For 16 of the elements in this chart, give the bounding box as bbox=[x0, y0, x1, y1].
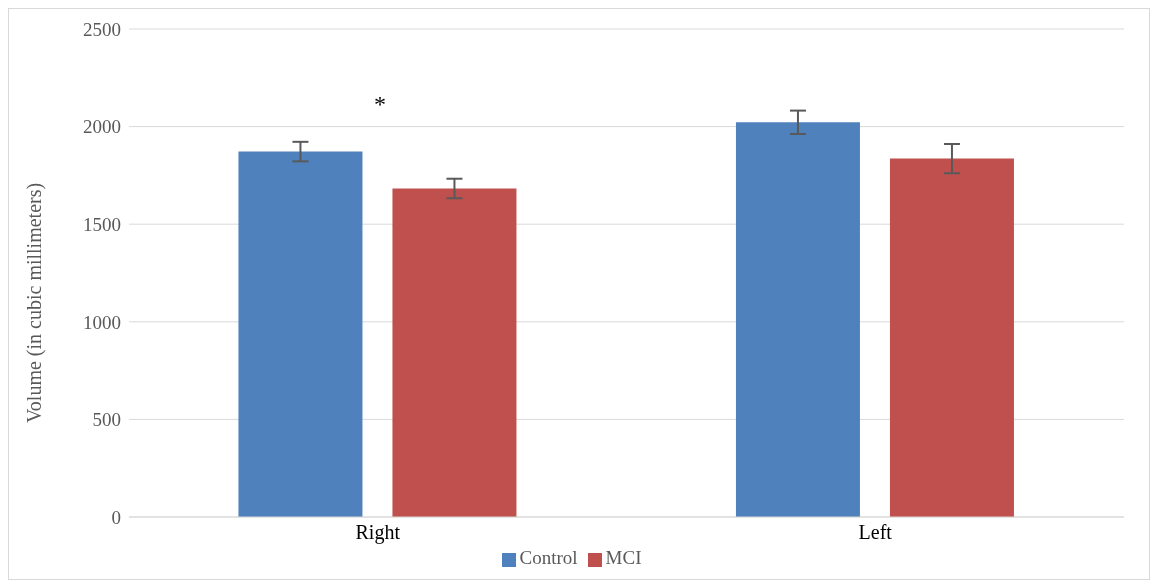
x-tick-label: Left bbox=[858, 521, 893, 544]
bar bbox=[889, 158, 1014, 517]
y-tick-label: 1000 bbox=[83, 311, 121, 333]
bar bbox=[238, 151, 363, 517]
bar bbox=[392, 188, 517, 517]
y-tick-label: 1500 bbox=[83, 213, 121, 235]
legend-label: MCI bbox=[605, 547, 642, 568]
y-tick-label: 2500 bbox=[83, 18, 121, 40]
annotation: * bbox=[374, 91, 386, 118]
y-tick-label: 2000 bbox=[83, 116, 121, 138]
bar bbox=[735, 122, 860, 517]
y-axis-title: Volume (in cubic millimeters) bbox=[23, 182, 47, 423]
x-tick-label: Right bbox=[355, 521, 401, 545]
legend-label: Control bbox=[519, 547, 578, 568]
y-tick-label: 500 bbox=[92, 409, 121, 431]
y-tick-label: 0 bbox=[111, 506, 121, 528]
